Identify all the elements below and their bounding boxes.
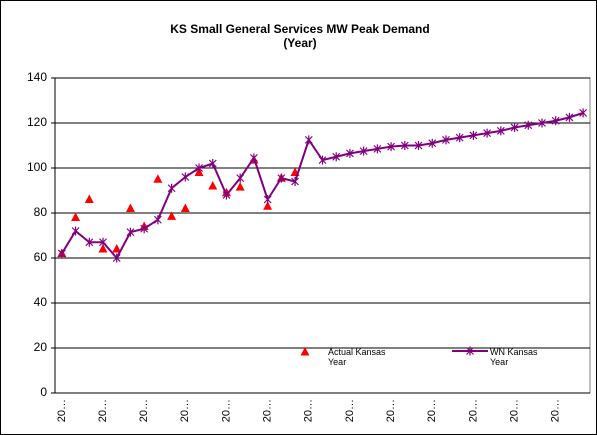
marker-star: [263, 195, 272, 204]
marker-triangle: [71, 212, 81, 221]
x-tick-label: 20…: [138, 399, 150, 422]
marker-star: [57, 249, 66, 258]
marker-star: [414, 141, 423, 150]
marker-star: [469, 130, 478, 140]
marker-star: [346, 148, 354, 158]
x-tick-label: 20…: [467, 399, 479, 422]
legend-label: WN Kansas Year: [490, 347, 538, 367]
marker-triangle: [167, 211, 177, 220]
marker-star: [222, 190, 231, 200]
legend-marker: [300, 347, 310, 356]
legend-label: Actual Kansas Year: [328, 347, 386, 367]
y-tick-label: 0: [40, 385, 47, 399]
chart-subtitle: (Year): [283, 36, 316, 50]
marker-star: [85, 237, 94, 247]
x-tick-label: 20…: [385, 399, 397, 422]
marker-star: [236, 173, 245, 183]
marker-triangle: [112, 244, 122, 253]
marker-star: [538, 118, 546, 128]
marker-star: [359, 146, 368, 156]
x-tick-label: 20…: [303, 399, 315, 422]
x-tick-label: 20…: [220, 399, 232, 422]
marker-star: [140, 224, 149, 234]
chart-title: KS Small General Services MW Peak Demand: [170, 22, 429, 36]
marker-triangle: [125, 203, 135, 212]
marker-star: [332, 152, 341, 162]
marker-star: [551, 116, 560, 126]
y-tick-label: 60: [34, 250, 48, 264]
y-tick-label: 80: [34, 205, 48, 219]
marker-star: [71, 226, 80, 236]
y-tick-label: 100: [27, 160, 47, 174]
marker-star: [387, 142, 396, 152]
marker-triangle: [84, 194, 94, 203]
marker-star: [524, 120, 533, 130]
marker-triangle: [153, 174, 163, 183]
x-tick-label: 20…: [179, 399, 191, 422]
marker-star: [496, 126, 505, 136]
marker-star: [249, 153, 258, 163]
x-tick-label: 20…: [56, 399, 68, 422]
marker-star: [428, 138, 437, 148]
marker-star: [208, 159, 217, 168]
x-tick-label: 20…: [344, 399, 356, 422]
x-tick-label: 20…: [97, 399, 109, 422]
y-tick-label: 20: [34, 340, 48, 354]
marker-star: [167, 183, 176, 193]
marker-star: [99, 237, 107, 247]
marker-star: [112, 253, 121, 263]
marker-star: [277, 173, 286, 183]
marker-star: [195, 163, 203, 173]
y-tick-label: 140: [27, 70, 47, 84]
marker-star: [400, 141, 409, 150]
marker-triangle: [235, 182, 245, 191]
marker-star: [565, 112, 574, 122]
marker-star: [153, 215, 162, 225]
marker-star: [483, 128, 492, 138]
plot-area: [54, 77, 591, 394]
x-tick-label: 20…: [262, 399, 274, 422]
marker-star: [442, 135, 450, 145]
marker-triangle: [208, 181, 218, 190]
marker-star: [304, 135, 313, 145]
x-tick-label: 20…: [508, 399, 520, 422]
marker-triangle: [180, 203, 190, 212]
marker-star: [373, 144, 382, 154]
x-tick-label: 20…: [550, 399, 562, 422]
marker-star: [510, 123, 519, 132]
marker-triangle: [98, 244, 108, 253]
x-tick-label: 20…: [426, 399, 438, 422]
marker-star: [126, 227, 135, 237]
legend-marker: [466, 346, 474, 356]
marker-star: [318, 155, 327, 165]
y-tick-label: 120: [27, 115, 47, 129]
marker-star: [181, 172, 190, 182]
marker-star: [455, 133, 464, 143]
marker-triangle: [263, 201, 273, 210]
y-tick-label: 40: [34, 295, 48, 309]
marker-star: [291, 177, 299, 186]
marker-star: [579, 108, 588, 118]
